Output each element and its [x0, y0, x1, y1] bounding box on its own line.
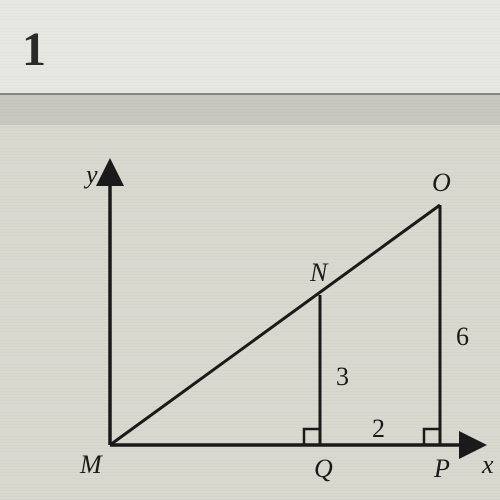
svg-text:6: 6	[456, 322, 469, 351]
svg-text:x: x	[481, 450, 494, 479]
svg-text:N: N	[309, 258, 329, 287]
svg-text:2: 2	[372, 414, 385, 443]
svg-text:O: O	[432, 168, 451, 197]
figure-panel: y x M Q P N O 3 6 2	[0, 125, 500, 500]
svg-text:M: M	[79, 450, 103, 479]
svg-text:3: 3	[336, 362, 349, 391]
svg-text:Q: Q	[314, 454, 333, 483]
problem-number: 1	[22, 22, 46, 77]
header: 1	[0, 0, 500, 95]
svg-text:P: P	[433, 454, 450, 483]
geometry-diagram: y x M Q P N O 3 6 2	[40, 135, 500, 495]
svg-text:y: y	[83, 160, 98, 189]
